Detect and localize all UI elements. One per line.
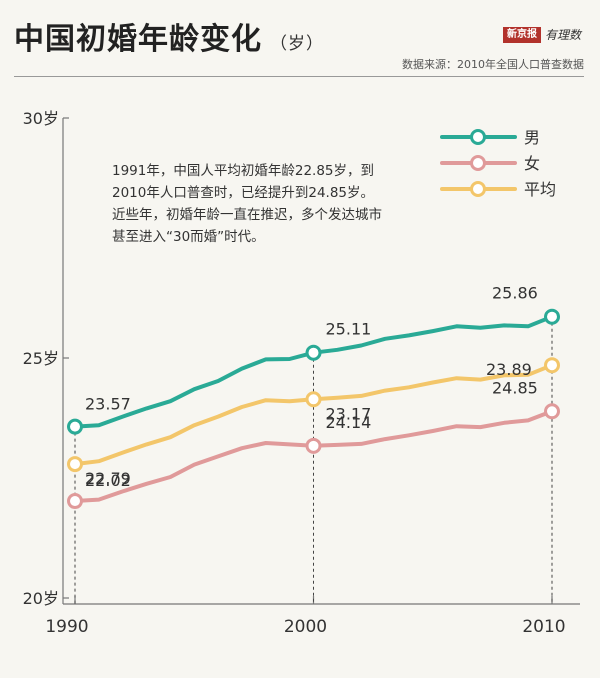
x-tick-label: 2000 — [284, 617, 327, 637]
data-label: 22.79 — [85, 469, 131, 488]
data-point — [544, 357, 560, 374]
data-label: 24.14 — [326, 413, 372, 432]
legend-marker — [470, 155, 486, 171]
legend-label: 平均 — [524, 180, 556, 199]
legend-label: 女 — [524, 154, 540, 173]
data-point — [305, 344, 322, 361]
legend-label: 男 — [524, 128, 540, 147]
brand: 新京报 有理数 — [503, 26, 581, 43]
chart-title: 中国初婚年龄变化 （岁） — [14, 14, 324, 58]
data-label: 23.57 — [85, 395, 131, 414]
data-source: 数据来源：2010年全国人口普查数据 — [402, 58, 584, 71]
data-label: 25.11 — [326, 320, 372, 339]
legend-marker — [470, 181, 486, 197]
data-label: 22.02 — [85, 471, 131, 490]
data-point — [305, 437, 322, 454]
brand-logo: 新京报 — [503, 26, 541, 43]
y-tick-label: 20岁 — [23, 589, 59, 608]
y-tick-label: 30岁 — [23, 109, 59, 128]
title-text: 中国初婚年龄变化 — [14, 22, 262, 57]
data-label: 24.85 — [492, 378, 538, 397]
data-label: 23.89 — [486, 360, 532, 379]
data-point — [67, 456, 83, 473]
x-tick-label: 2010 — [522, 617, 565, 637]
data-point — [544, 308, 560, 325]
data-label: 23.17 — [326, 404, 372, 423]
data-label: 25.86 — [492, 284, 538, 303]
y-tick-label: 25岁 — [23, 349, 59, 368]
brand-name: 有理数 — [545, 28, 582, 42]
data-point — [67, 418, 83, 435]
header-divider — [14, 76, 584, 77]
legend-marker — [470, 129, 486, 145]
title-unit: （岁） — [270, 34, 324, 54]
data-point — [544, 403, 560, 420]
x-tick-label: 1990 — [45, 617, 88, 637]
annotation-note: 1991年，中国人平均初婚年龄22.85岁，到2010年人口普查时，已经提升到2… — [112, 163, 382, 245]
data-point — [305, 391, 322, 408]
data-point — [67, 493, 83, 510]
